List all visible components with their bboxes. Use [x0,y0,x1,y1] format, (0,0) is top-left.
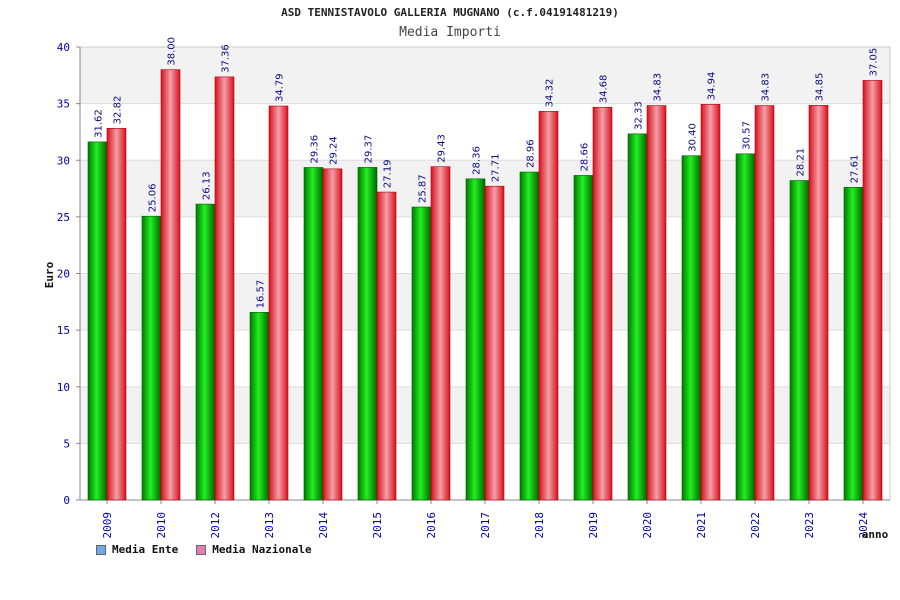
data-label: 32.33 [634,101,645,130]
bar-media-nazionale-2020 [646,105,667,501]
legend-item-media-ente: Media Ente [96,543,178,556]
data-label: 29.43 [437,134,448,163]
data-label: 26.13 [202,171,213,200]
y-tick-label: 10 [57,381,70,394]
x-tick-label: 2015 [371,512,384,539]
bar-media-nazionale-2023 [808,105,829,501]
y-tick-label: 25 [57,211,70,224]
data-label: 28.21 [796,148,807,177]
x-tick-label: 2017 [479,512,492,539]
y-tick-label: 20 [57,268,70,281]
bar-media-nazionale-2010 [160,69,181,501]
bar-media-ente-2013 [249,312,270,501]
bar-media-ente-2018 [519,171,540,501]
bar-media-ente-2014 [303,167,324,501]
x-tick-label: 2019 [587,512,600,539]
bar-media-nazionale-2022 [754,105,775,501]
bar-media-ente-2020 [627,133,648,501]
data-label: 31.62 [94,109,105,138]
data-label: 29.24 [329,136,340,165]
data-label: 34.68 [599,75,610,104]
x-tick-label: 2022 [749,512,762,539]
data-label: 30.57 [742,121,753,150]
legend: Media Ente Media Nazionale [96,543,312,556]
data-label: 27.61 [850,155,861,184]
legend-item-media-nazionale: Media Nazionale [196,543,312,556]
bar-media-nazionale-2013 [268,105,289,501]
legend-label: Media Nazionale [212,543,312,556]
bar-media-ente-2021 [681,155,702,501]
x-tick-label: 2009 [101,512,114,539]
chart-subtitle: Media Importi [399,25,501,40]
data-label: 34.94 [707,72,718,101]
x-tick-label: 2018 [533,512,546,539]
data-label: 27.71 [491,154,502,183]
bar-media-ente-2024 [843,187,864,501]
bar-media-nazionale-2024 [862,80,883,501]
bar-media-ente-2009 [87,141,108,501]
data-label: 37.36 [221,44,232,73]
bar-media-nazionale-2019 [592,106,613,501]
chart-title: ASD TENNISTAVOLO GALLERIA MUGNANO (c.f.0… [281,6,619,19]
data-label: 29.37 [364,135,375,164]
bar-media-ente-2015 [357,167,378,501]
data-label: 29.36 [310,135,321,164]
bar-media-nazionale-2016 [430,166,451,501]
x-tick-label: 2024 [857,512,870,539]
x-tick-label: 2013 [263,512,276,539]
data-label: 28.36 [472,146,483,175]
x-tick-label: 2020 [641,512,654,539]
x-tick-label: 2010 [155,512,168,539]
data-label: 25.06 [148,184,159,213]
bar-media-ente-2012 [195,203,216,501]
x-axis-label: anno [862,528,889,541]
bar-media-nazionale-2021 [700,104,721,501]
data-label: 34.83 [761,73,772,102]
data-label: 25.87 [418,174,429,203]
data-label: 28.96 [526,139,537,168]
x-tick-label: 2016 [425,512,438,539]
y-axis-label: Euro [43,261,56,288]
bar-media-nazionale-2014 [322,168,343,501]
y-tick-label: 0 [63,494,70,507]
legend-swatch-media-ente [96,544,106,555]
data-label: 34.79 [275,73,286,102]
data-label: 34.85 [815,73,826,102]
y-tick-label: 35 [57,98,70,111]
bar-media-ente-2022 [735,153,756,501]
bar-media-nazionale-2018 [538,111,559,501]
legend-label: Media Ente [112,543,179,556]
data-label: 34.83 [653,73,664,102]
data-label: 38.00 [167,37,178,66]
y-tick-label: 5 [63,437,70,450]
bar-media-ente-2010 [141,215,162,501]
bar-media-ente-2019 [573,175,594,501]
data-label: 28.66 [580,143,591,172]
data-label: 34.32 [545,79,556,108]
bar-media-ente-2016 [411,206,432,501]
data-label: 30.40 [688,123,699,152]
x-tick-label: 2023 [803,512,816,539]
bar-media-nazionale-2017 [484,185,505,501]
x-tick-label: 2021 [695,512,708,539]
y-tick-label: 15 [57,324,70,337]
legend-swatch-media-nazionale [196,544,207,555]
bar-media-ente-2023 [789,180,810,501]
bar-media-nazionale-2015 [376,191,397,501]
bar-media-ente-2017 [465,178,486,501]
y-tick-label: 40 [57,41,70,54]
data-label: 16.57 [256,280,267,309]
y-tick-label: 30 [57,154,70,167]
data-label: 37.05 [869,48,880,77]
x-tick-label: 2012 [209,512,222,539]
data-label: 32.82 [113,96,124,125]
data-label: 27.19 [383,159,394,188]
bar-media-nazionale-2009 [106,128,127,501]
x-tick-label: 2014 [317,512,330,539]
bar-media-nazionale-2012 [214,76,235,501]
